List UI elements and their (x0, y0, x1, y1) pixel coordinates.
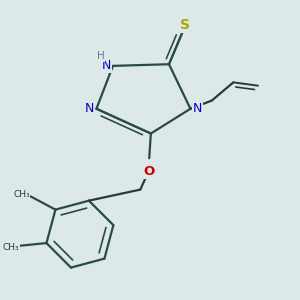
Text: N: N (85, 102, 94, 115)
Text: H: H (97, 51, 104, 61)
Text: N: N (193, 102, 202, 115)
Text: N: N (102, 59, 111, 72)
Text: S: S (181, 18, 190, 32)
Text: O: O (143, 165, 154, 178)
Text: CH₃: CH₃ (13, 190, 30, 199)
Text: CH₃: CH₃ (2, 243, 19, 252)
